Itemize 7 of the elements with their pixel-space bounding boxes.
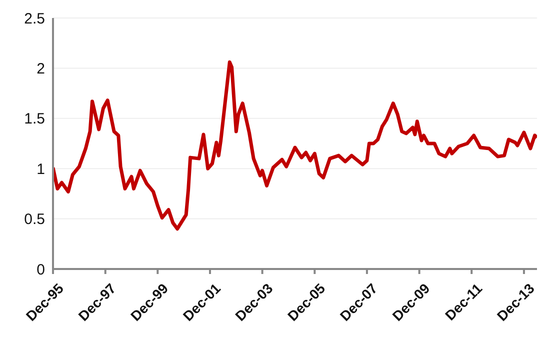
y-tick-label: 2.5 xyxy=(24,10,45,28)
y-tick-label: 2 xyxy=(36,60,45,78)
y-tick-label: 1.5 xyxy=(24,110,45,128)
y-tick-label: 0 xyxy=(36,261,45,278)
line-series xyxy=(53,60,537,231)
y-tick-label: 0.5 xyxy=(24,211,45,228)
y-tick-label: 1 xyxy=(36,160,45,178)
